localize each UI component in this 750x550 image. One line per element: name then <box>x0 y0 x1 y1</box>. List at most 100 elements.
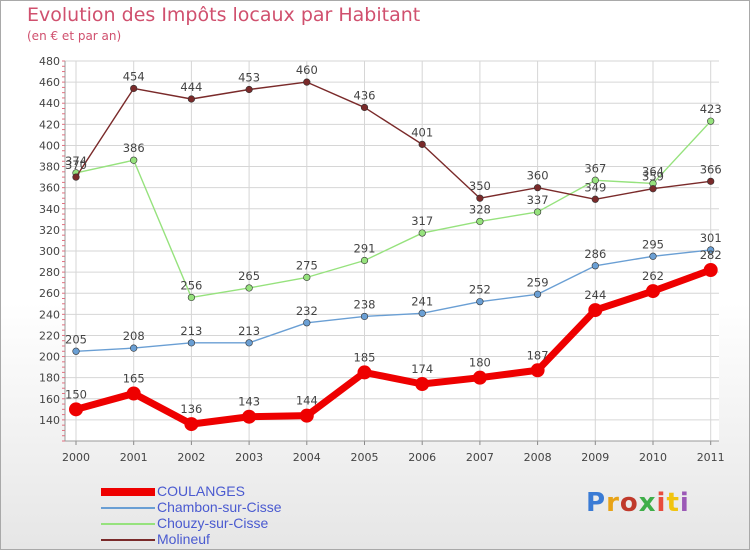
x-tick-label: 2006 <box>408 451 436 464</box>
data-label: 367 <box>584 161 606 175</box>
x-tick-label: 2009 <box>581 451 609 464</box>
data-point <box>130 84 138 93</box>
y-tick-label: 360 <box>39 182 60 195</box>
data-label: 286 <box>584 247 606 261</box>
x-tick-label: 2004 <box>293 451 321 464</box>
data-point <box>646 284 660 299</box>
logo-letter: o <box>619 488 639 518</box>
y-tick-label: 460 <box>39 76 60 89</box>
proxiti-logo: Proxiti <box>586 488 690 518</box>
data-label: 444 <box>180 80 202 94</box>
logo-letter: x <box>638 488 657 518</box>
y-tick-label: 140 <box>39 414 60 427</box>
y-tick-label: 200 <box>39 351 60 364</box>
legend-label: Molineuf <box>157 531 210 547</box>
data-point <box>245 85 253 94</box>
data-label: 144 <box>296 394 318 408</box>
y-tick-label: 280 <box>39 266 60 279</box>
legend-label: COULANGES <box>157 483 245 499</box>
data-point <box>649 185 657 193</box>
data-label: 453 <box>238 71 260 85</box>
data-label: 265 <box>238 269 260 283</box>
data-label: 180 <box>469 356 491 370</box>
logo-letter: t <box>666 488 680 518</box>
legend-label: Chambon-sur-Cisse <box>157 499 282 515</box>
y-tick-label: 480 <box>39 55 60 68</box>
data-label: 256 <box>180 278 202 292</box>
x-tick-label: 2010 <box>639 451 667 464</box>
data-label: 241 <box>411 294 433 308</box>
y-tick-label: 300 <box>39 245 60 258</box>
data-point <box>707 246 715 254</box>
y-tick-label: 180 <box>39 372 60 385</box>
data-point <box>187 293 195 302</box>
data-label: 232 <box>296 304 318 318</box>
data-label: 262 <box>642 269 664 283</box>
data-label: 185 <box>354 350 376 364</box>
data-label: 187 <box>527 348 549 362</box>
data-point <box>476 298 484 306</box>
data-point <box>476 194 484 202</box>
data-label: 328 <box>469 202 491 216</box>
data-point <box>360 256 369 265</box>
data-label: 205 <box>65 332 87 346</box>
chart-title: Evolution des Impôts locaux par Habitant <box>27 4 421 26</box>
data-label: 150 <box>65 387 87 401</box>
data-point <box>707 177 715 185</box>
series-line-1 <box>75 249 712 352</box>
data-point <box>530 363 545 378</box>
data-label: 366 <box>700 162 722 176</box>
data-point <box>703 263 718 277</box>
data-label: 337 <box>527 193 549 207</box>
y-tick-label: 400 <box>39 139 60 152</box>
series-line-2 <box>75 120 712 299</box>
data-label: 238 <box>354 297 376 311</box>
data-point <box>707 117 715 125</box>
data-label: 460 <box>296 63 318 77</box>
data-point <box>245 339 253 347</box>
data-point <box>130 344 138 352</box>
legend-label: Chouzy-sur-Cisse <box>157 515 269 531</box>
data-point <box>72 173 80 181</box>
y-tick-label: 160 <box>39 393 60 406</box>
data-label: 295 <box>642 237 664 251</box>
y-tick-label: 420 <box>39 118 60 131</box>
data-label: 291 <box>354 242 376 256</box>
legend-swatch <box>101 523 155 525</box>
data-point <box>418 229 426 237</box>
data-label: 386 <box>123 141 145 155</box>
x-tick-label: 2005 <box>351 451 379 464</box>
data-point <box>472 370 487 385</box>
logo-letter: P <box>586 488 607 518</box>
data-point <box>357 365 372 380</box>
data-point <box>649 252 657 260</box>
data-point <box>418 140 426 148</box>
data-point <box>126 386 141 401</box>
data-label: 301 <box>700 231 722 245</box>
y-tick-label: 340 <box>39 203 60 216</box>
data-point <box>591 262 599 270</box>
data-point <box>588 303 603 318</box>
data-label: 360 <box>527 169 549 183</box>
data-label: 165 <box>123 372 145 386</box>
data-point <box>303 273 311 281</box>
data-point <box>242 409 257 424</box>
legend-swatch <box>101 539 155 541</box>
data-label: 374 <box>65 154 87 168</box>
data-point <box>533 290 542 298</box>
x-tick-label: 2001 <box>120 451 148 464</box>
chart-subtitle: (en € et par an) <box>27 29 122 43</box>
data-point <box>130 156 138 164</box>
x-tick-label: 2002 <box>177 451 205 464</box>
x-tick-label: 2003 <box>235 451 263 464</box>
data-point <box>591 176 599 184</box>
data-point <box>187 95 195 103</box>
x-tick-label: 2008 <box>524 451 552 464</box>
data-label: 317 <box>411 214 433 228</box>
data-label: 174 <box>411 362 433 376</box>
x-tick-label: 2007 <box>466 451 494 464</box>
data-label: 359 <box>642 170 664 184</box>
data-label: 350 <box>469 179 491 193</box>
data-label: 208 <box>123 329 145 343</box>
